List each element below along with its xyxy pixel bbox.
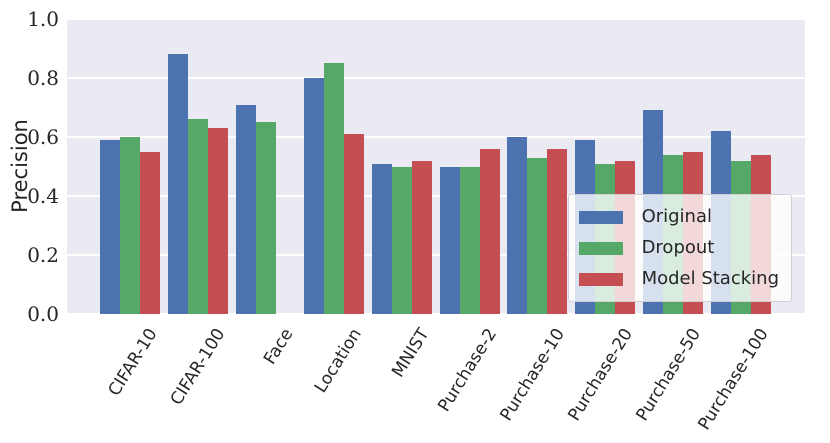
x-tick-label: Purchase-20 [564, 325, 638, 425]
legend-swatch [578, 272, 623, 286]
y-tick-label: 1.0 [27, 7, 59, 31]
bar-model-stacking [343, 134, 364, 314]
bar-dropout [120, 137, 140, 314]
bar-model-stacking [479, 148, 500, 314]
gridline [67, 313, 805, 314]
legend-label: Model Stacking [641, 268, 779, 289]
legend-item: Model Stacking [578, 268, 779, 289]
legend-item: Original [578, 206, 779, 227]
bar-dropout [391, 166, 412, 314]
bar-original [303, 78, 324, 314]
x-tick-label: MNIST [388, 325, 434, 382]
legend-item: Dropout [578, 237, 779, 258]
legend-label: Dropout [641, 237, 715, 258]
legend: Original Dropout Model Stacking [567, 194, 792, 302]
bar-original [507, 137, 528, 314]
gridline [67, 254, 805, 256]
x-tick-label: CIFAR-10 [104, 325, 162, 400]
y-tick-label: 0.8 [27, 66, 59, 90]
legend-swatch [578, 241, 623, 255]
x-tick-label: CIFAR-100 [167, 325, 230, 409]
bar-original [167, 54, 188, 314]
y-tick-label: 0.4 [27, 184, 59, 208]
bar-dropout [527, 157, 548, 314]
bar-dropout [323, 63, 344, 314]
y-tick-label: 0.2 [27, 243, 59, 267]
x-tick-label: Purchase-50 [632, 325, 706, 425]
bar-model-stacking [411, 160, 432, 314]
bar-model-stacking [140, 151, 160, 314]
bar-original [235, 104, 256, 314]
bar-model-stacking [547, 148, 568, 314]
gridline [67, 136, 805, 138]
x-tick-label: Purchase-100 [694, 325, 774, 434]
bar-original [100, 139, 120, 314]
x-tick-label: Purchase-10 [496, 325, 570, 425]
y-tick-label: 0.6 [27, 125, 59, 149]
x-tick-label: Purchase-2 [434, 325, 502, 416]
bar-dropout [255, 122, 276, 314]
bar-model-stacking [207, 128, 228, 314]
legend-swatch [578, 210, 623, 224]
legend-label: Original [641, 206, 712, 227]
x-tick-label: Face [260, 325, 298, 369]
bar-original [371, 163, 392, 314]
gridline [67, 195, 805, 197]
bar-dropout [459, 166, 480, 314]
bar-dropout [187, 119, 208, 314]
y-tick-label: 0.0 [27, 302, 59, 326]
gridline [67, 77, 805, 79]
plot-area: Original Dropout Model Stacking [67, 19, 805, 314]
bar-original [439, 166, 460, 314]
gridline [67, 19, 805, 20]
x-tick-label: Location [310, 325, 366, 397]
